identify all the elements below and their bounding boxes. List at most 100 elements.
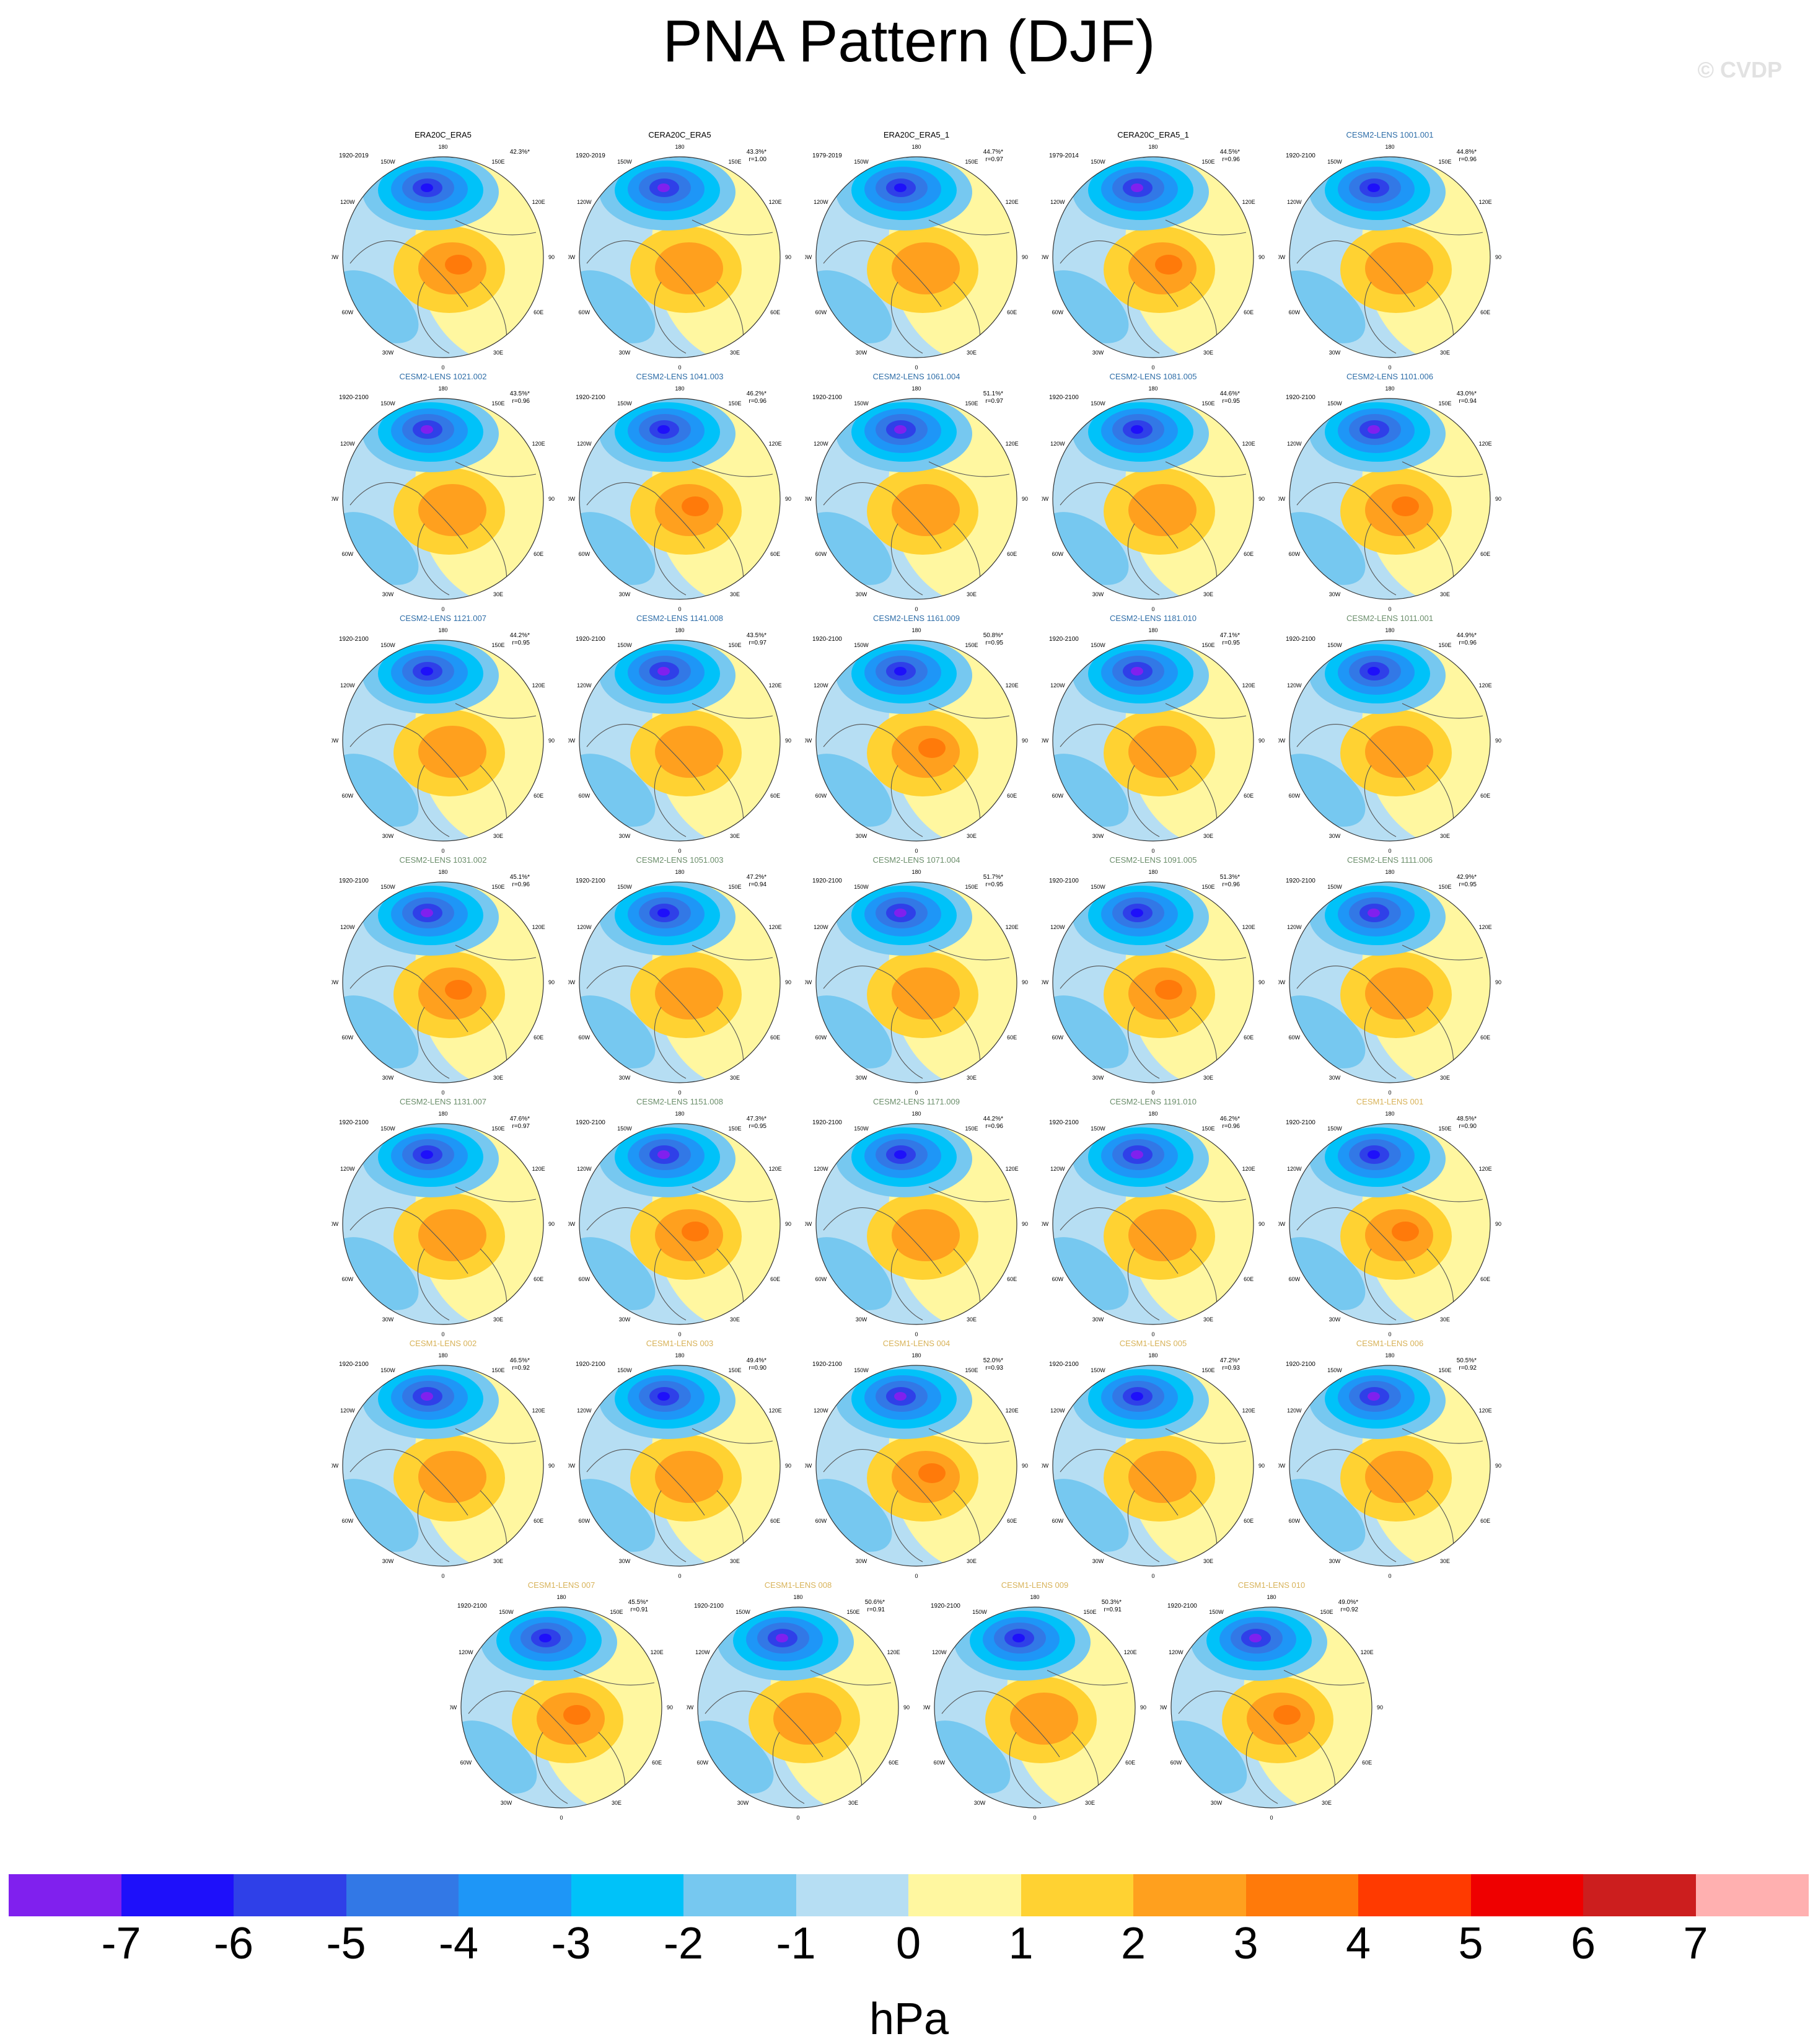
polar-map: 180 150E 120E 90E 60E 30E 0 30W 60W 90W 120W 150W: [332, 1111, 555, 1337]
longitude-label: 150W: [1091, 642, 1105, 648]
longitude-label: 0: [1388, 1331, 1391, 1337]
longitude-label: 150W: [854, 642, 869, 648]
panel-period: 1920-2100: [1286, 1361, 1315, 1368]
panel-correlation: r=0.97: [985, 156, 1003, 163]
panel-title: CESM1-LENS 007: [527, 1580, 595, 1590]
longitude-label: 0: [441, 1573, 444, 1579]
map-panel: ERA20C_ERA5 1920-2019 42.3%* 180 150E 120E 90E…: [332, 130, 555, 378]
longitude-label: 30E: [1322, 1800, 1332, 1806]
longitude-label: 60E: [534, 1518, 543, 1524]
longitude-label: 90W: [450, 1704, 457, 1711]
longitude-label: 60E: [1007, 793, 1017, 799]
colorbar-tick-label: -5: [326, 1919, 366, 1968]
longitude-label: 180: [1148, 1352, 1157, 1359]
panel-percent: 43.3%*: [746, 149, 766, 156]
panel-period: 1979-2019: [812, 152, 842, 159]
polar-map: 180 150E 120E 90E 60E 30E 0 30W 60W 90W 120W 150W: [568, 144, 791, 371]
longitude-label: 30E: [967, 591, 977, 597]
longitude-label: 60E: [1007, 309, 1017, 315]
panel-stats: 46.5%* r=0.92: [510, 1357, 530, 1372]
longitude-label: 90E: [785, 496, 791, 502]
longitude-label: 60W: [1052, 309, 1064, 315]
polar-map: 180 150E 120E 90E 60E 30E 0 30W 60W 90W 120W 150W: [805, 869, 1028, 1096]
longitude-label: 90W: [1278, 1463, 1286, 1469]
longitude-label: 90W: [805, 738, 812, 744]
panel-period: 1920-2100: [812, 878, 842, 884]
longitude-label: 60W: [815, 1034, 827, 1041]
map-field: [816, 640, 1017, 841]
longitude-label: 90E: [1258, 496, 1265, 502]
longitude-label: 60E: [534, 309, 543, 315]
longitude-label: 30W: [1329, 1558, 1341, 1564]
map-field: [1053, 882, 1254, 1083]
longitude-label: 120E: [1242, 1166, 1255, 1172]
longitude-label: 60W: [697, 1760, 709, 1766]
longitude-label: 120W: [1050, 441, 1065, 447]
longitude-label: 60W: [342, 1276, 354, 1282]
panel-period: 1920-2100: [1286, 152, 1315, 159]
longitude-label: 120E: [1479, 441, 1492, 447]
longitude-label: 150W: [854, 400, 869, 407]
longitude-label: 120W: [814, 924, 828, 930]
longitude-label: 90W: [805, 979, 812, 985]
longitude-label: 90E: [1022, 496, 1028, 502]
longitude-label: 150W: [1327, 642, 1342, 648]
panel-correlation: r=0.96: [512, 398, 530, 405]
longitude-label: 0: [441, 1090, 444, 1096]
map-field: [816, 399, 1017, 599]
colorbar-tick-label: 6: [1570, 1919, 1596, 1968]
panel-correlation: r=0.95: [512, 640, 530, 646]
colorbar-tick-label: 7: [1683, 1919, 1708, 1968]
longitude-label: 120E: [1479, 924, 1492, 930]
map-field: [1289, 157, 1490, 358]
longitude-label: 180: [1385, 1111, 1394, 1117]
longitude-label: 0: [1151, 364, 1154, 371]
panel-stats: 47.2%* r=0.93: [1220, 1357, 1240, 1372]
longitude-label: 180: [675, 1111, 684, 1117]
longitude-label: 0: [915, 364, 918, 371]
longitude-label: 150E: [965, 642, 978, 648]
longitude-label: 60E: [770, 309, 780, 315]
colorbar-segment: [1245, 1874, 1359, 1916]
longitude-label: 30E: [493, 591, 503, 597]
longitude-label: 120W: [1287, 1407, 1302, 1414]
longitude-label: 150E: [491, 159, 504, 165]
longitude-label: 60W: [1289, 1518, 1301, 1524]
panel-percent: 49.0%*: [1338, 1599, 1358, 1606]
longitude-label: 60E: [770, 1034, 780, 1041]
polar-map: 180 150E 120E 90E 60E 30E 0 30W 60W 90W 120W 150W: [805, 1352, 1028, 1579]
panel-correlation: r=0.97: [512, 1123, 530, 1130]
panel-stats: 50.8%* r=0.95: [983, 632, 1003, 647]
longitude-label: 0: [1388, 1573, 1391, 1579]
longitude-label: 180: [1148, 144, 1157, 150]
longitude-label: 30W: [1329, 1316, 1341, 1323]
longitude-label: 0: [1151, 1573, 1154, 1579]
panel-title: CESM2-LENS 1051.003: [636, 855, 724, 865]
longitude-label: 180: [675, 627, 684, 633]
polar-map: 180 150E 120E 90E 60E 30E 0 30W 60W 90W 120W 150W: [1042, 385, 1265, 612]
map-panel: CERA20C_ERA5 1920-2019 43.3%* r=1.00 180 150E…: [568, 130, 791, 378]
map-field: [1289, 882, 1490, 1083]
polar-map: 180 150E 120E 90E 60E 30E 0 30W 60W 90W 120W 150W: [568, 869, 791, 1096]
longitude-label: 150E: [728, 1126, 741, 1132]
longitude-label: 90E: [548, 1463, 555, 1469]
panel-period: 1920-2100: [1286, 636, 1315, 643]
panel-percent: 49.4%*: [746, 1357, 766, 1364]
longitude-label: 0: [441, 606, 444, 612]
longitude-label: 120E: [1006, 682, 1019, 689]
panel-percent: 47.2%*: [746, 874, 766, 881]
longitude-label: 150W: [617, 400, 632, 407]
panel-title: CESM2-LENS 1011.001: [1346, 614, 1433, 623]
longitude-label: 90E: [548, 738, 555, 744]
page-title: PNA Pattern (DJF): [662, 8, 1156, 74]
panel-title: CESM2-LENS 1151.008: [636, 1097, 723, 1106]
longitude-label: 150E: [491, 1126, 504, 1132]
panel-title: CESM2-LENS 1141.008: [636, 614, 723, 623]
longitude-label: 150E: [1438, 642, 1451, 648]
longitude-label: 90E: [1022, 254, 1028, 260]
panel-stats: 43.5%* r=0.96: [510, 390, 530, 405]
panel-period: 1920-2100: [339, 636, 369, 643]
longitude-label: 120W: [459, 1649, 473, 1655]
map-panel: CESM1-LENS 004 1920-2100 52.0%* r=0.93 180 15…: [805, 1339, 1028, 1587]
longitude-label: 180: [1030, 1594, 1039, 1600]
